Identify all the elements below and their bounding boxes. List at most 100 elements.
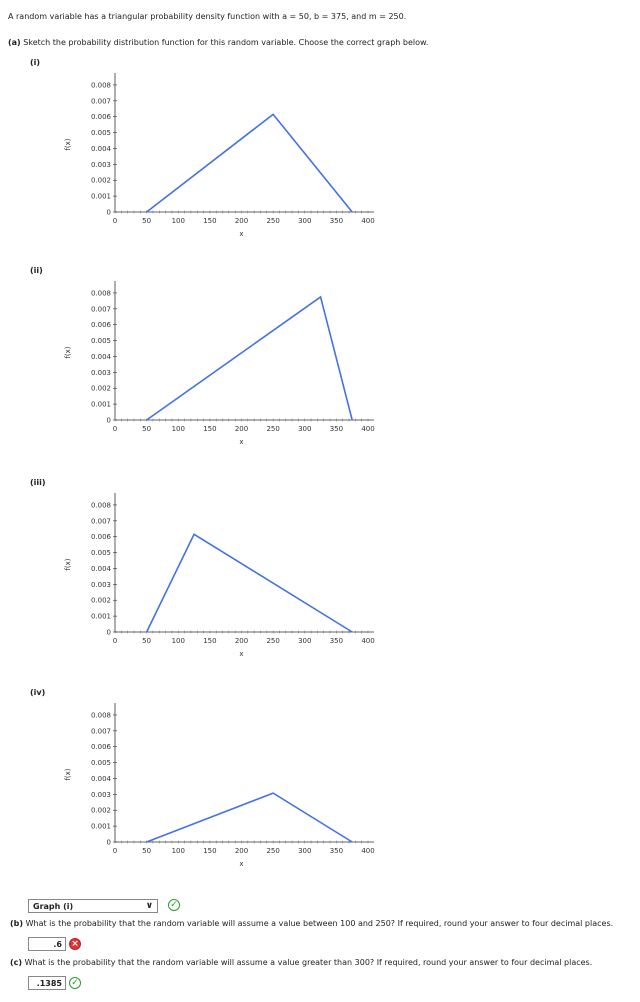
graph-ii-svg: 0 0.001 0.002 0.003 0.004 0.005 0.006 0.007 0.00… bbox=[64, 281, 375, 446]
y-tick-label: 0.008 bbox=[91, 501, 111, 509]
graph-label-i: (i) bbox=[30, 58, 41, 67]
y-tick-label: 0.007 bbox=[91, 727, 111, 735]
graph-iii-svg: 0 0.001 0.002 0.003 0.004 0.005 0.006 0.007 0.00… bbox=[64, 493, 375, 658]
part-a-text: Sketch the probability distribution func… bbox=[23, 38, 429, 47]
x-tick-label: 100 bbox=[172, 637, 185, 645]
y-tick-label: 0.006 bbox=[91, 321, 112, 329]
x-tick-label: 200 bbox=[235, 217, 248, 225]
x-tick-label: 200 bbox=[235, 847, 248, 855]
y-tick-label: 0.004 bbox=[91, 353, 112, 361]
graph-label-iv: (iv) bbox=[30, 688, 46, 697]
y-tick-label: 0 bbox=[107, 209, 111, 217]
x-tick-label: 50 bbox=[142, 217, 151, 225]
x-tick-label: 250 bbox=[266, 847, 279, 855]
x-tick-label: 100 bbox=[172, 217, 185, 225]
x-tick-label: 150 bbox=[203, 217, 216, 225]
y-tick-label: 0.006 bbox=[91, 113, 112, 121]
y-tick-label: 0.008 bbox=[91, 289, 111, 297]
density-line bbox=[146, 295, 353, 421]
part-c-prompt: (c) What is the probability that the ran… bbox=[10, 958, 592, 967]
x-tick-label: 300 bbox=[298, 217, 311, 225]
x-tick-label: 250 bbox=[266, 425, 279, 433]
check-circle-icon: ✓ bbox=[69, 977, 81, 989]
y-tick-label: 0.004 bbox=[91, 775, 112, 783]
x-circle-icon: × bbox=[69, 938, 81, 950]
y-tick-label: 0.003 bbox=[91, 369, 111, 377]
graph-select-value: Graph (i) bbox=[33, 901, 74, 911]
y-tick-label: 0.008 bbox=[91, 711, 111, 719]
x-tick-label: 50 bbox=[142, 425, 151, 433]
x-tick-label: 200 bbox=[235, 425, 248, 433]
x-tick-label: 200 bbox=[235, 637, 248, 645]
x-tick-label: 150 bbox=[203, 425, 216, 433]
y-tick-label: 0.007 bbox=[91, 97, 111, 105]
x-tick-label: 350 bbox=[330, 425, 343, 433]
graph-iv[interactable]: 0 0.001 0.002 0.003 0.004 0.005 0.006 0.007 0.00… bbox=[0, 692, 420, 892]
part-a-answer-row: Graph (i) ∨ bbox=[28, 898, 158, 914]
y-tick-label: 0 bbox=[107, 417, 111, 425]
y-axis-label: f(x) bbox=[64, 138, 72, 150]
x-tick-label: 150 bbox=[203, 847, 216, 855]
x-tick-label: 350 bbox=[330, 847, 343, 855]
y-tick-label: 0.001 bbox=[91, 193, 111, 201]
part-c-answer-input[interactable]: .1385 bbox=[28, 976, 66, 990]
y-tick-label: 0.001 bbox=[91, 401, 111, 409]
y-tick-label: 0.007 bbox=[91, 517, 111, 525]
density-line bbox=[146, 792, 353, 843]
y-tick-label: 0.003 bbox=[91, 581, 111, 589]
part-a-prompt: (a) Sketch the probability distribution … bbox=[8, 38, 428, 47]
x-tick-label: 350 bbox=[330, 637, 343, 645]
y-tick-label: 0.007 bbox=[91, 305, 111, 313]
x-axis-label: x bbox=[239, 438, 243, 446]
chevron-down-icon: ∨ bbox=[145, 901, 153, 911]
y-tick-label: 0.005 bbox=[91, 129, 111, 137]
y-tick-label: 0.003 bbox=[91, 791, 111, 799]
x-tick-label: 0 bbox=[113, 847, 117, 855]
x-tick-label: 150 bbox=[203, 637, 216, 645]
y-tick-label: 0.002 bbox=[91, 177, 111, 185]
y-axis-label: f(x) bbox=[64, 346, 72, 358]
y-tick-label: 0.005 bbox=[91, 549, 111, 557]
graph-iv-svg: 0 0.001 0.002 0.003 0.004 0.005 0.006 0.007 0.00… bbox=[64, 703, 375, 868]
x-axis-label: x bbox=[239, 860, 243, 868]
y-tick-label: 0.003 bbox=[91, 161, 111, 169]
x-tick-label: 350 bbox=[330, 217, 343, 225]
x-tick-label: 100 bbox=[172, 425, 185, 433]
part-c-label: (c) bbox=[10, 958, 23, 967]
problem-intro: A random variable has a triangular proba… bbox=[8, 12, 407, 21]
x-tick-label: 400 bbox=[361, 425, 374, 433]
x-tick-label: 300 bbox=[298, 847, 311, 855]
x-tick-label: 0 bbox=[113, 217, 117, 225]
y-tick-label: 0 bbox=[107, 839, 111, 847]
density-line bbox=[146, 113, 353, 213]
y-tick-label: 0.006 bbox=[91, 743, 112, 751]
x-tick-label: 50 bbox=[142, 637, 151, 645]
y-tick-label: 0.005 bbox=[91, 337, 111, 345]
y-tick-label: 0.005 bbox=[91, 759, 111, 767]
y-tick-label: 0.006 bbox=[91, 533, 112, 541]
part-a-label: (a) bbox=[8, 38, 21, 47]
x-tick-label: 300 bbox=[298, 637, 311, 645]
y-tick-label: 0.002 bbox=[91, 807, 111, 815]
part-b-label: (b) bbox=[10, 919, 24, 928]
density-line bbox=[145, 533, 353, 633]
y-tick-label: 0.004 bbox=[91, 565, 112, 573]
x-tick-label: 250 bbox=[266, 217, 279, 225]
graph-iii[interactable]: 0 0.001 0.002 0.003 0.004 0.005 0.006 0.007 0.00… bbox=[0, 482, 420, 682]
graph-select-dropdown[interactable]: Graph (i) ∨ bbox=[28, 899, 158, 913]
y-axis-label: f(x) bbox=[64, 558, 72, 570]
y-tick-label: 0.004 bbox=[91, 145, 112, 153]
part-b-answer-input[interactable]: .6 bbox=[28, 937, 66, 951]
graph-i[interactable]: 0 0.001 0.002 0.003 0.004 0.005 0.006 0.007 0.00… bbox=[0, 62, 420, 262]
check-circle-icon: ✓ bbox=[168, 899, 180, 911]
y-tick-label: 0 bbox=[107, 629, 111, 637]
x-tick-label: 250 bbox=[266, 637, 279, 645]
x-tick-label: 0 bbox=[113, 425, 117, 433]
y-tick-label: 0.008 bbox=[91, 81, 111, 89]
x-axis-label: x bbox=[239, 650, 243, 658]
y-tick-label: 0.002 bbox=[91, 597, 111, 605]
graph-label-iii: (iii) bbox=[30, 478, 46, 487]
x-tick-label: 400 bbox=[361, 847, 374, 855]
graph-ii[interactable]: 0 0.001 0.002 0.003 0.004 0.005 0.006 0.007 0.00… bbox=[0, 270, 420, 470]
x-tick-label: 300 bbox=[298, 425, 311, 433]
